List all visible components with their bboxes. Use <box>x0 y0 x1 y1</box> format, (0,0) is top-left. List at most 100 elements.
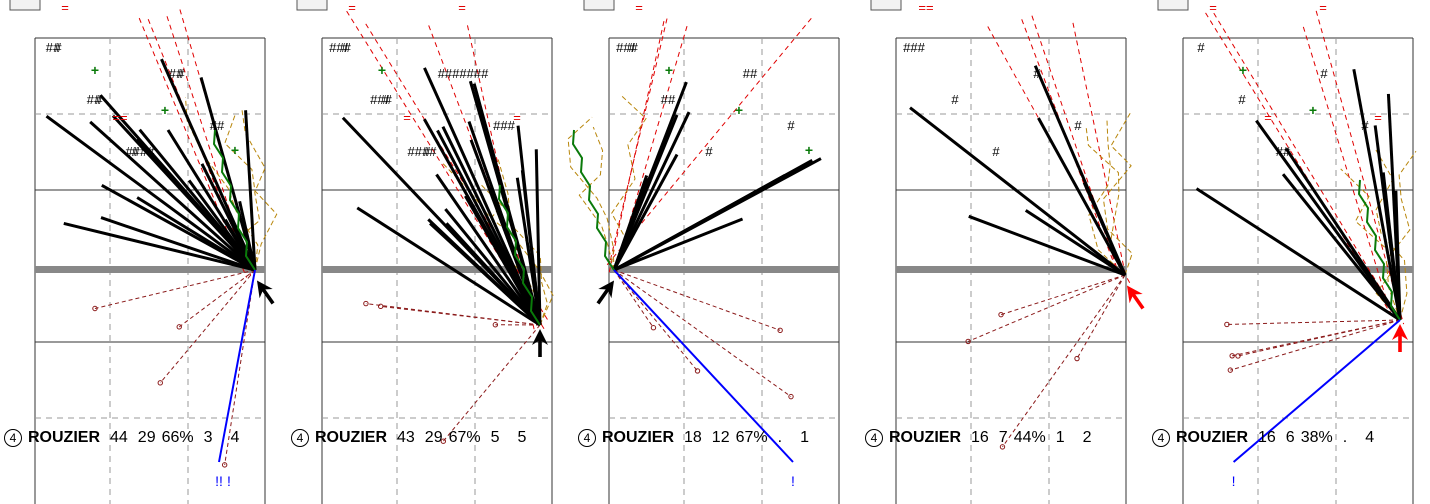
plus-label: + <box>1239 62 1247 78</box>
panel-tab <box>296 0 328 11</box>
player-stat-row: 4 ROUZIER 16 6 38%. 4 <box>1152 426 1384 450</box>
hash-label: #### <box>126 144 156 159</box>
hash-label: # <box>341 40 349 55</box>
rally-line-green <box>497 184 541 326</box>
shot-line <box>909 106 1126 277</box>
shot-line <box>1195 187 1401 322</box>
rally-line-red <box>1213 12 1401 321</box>
stat-value-2: 29 <box>424 429 443 446</box>
rally-endpoint <box>440 438 447 444</box>
stat-value-4: . <box>1342 429 1348 446</box>
plus-label: + <box>735 102 743 118</box>
hash-label: # <box>705 144 713 159</box>
rally-endpoint <box>1227 367 1234 373</box>
shot-line <box>238 200 257 271</box>
player-stat-row: 4 ROUZIER 16 7 44% 1 2 <box>865 426 1102 450</box>
rally-endpoint <box>1224 321 1230 328</box>
hash-label: #### <box>408 144 438 159</box>
stat-value-3: 44% <box>1013 429 1046 446</box>
hash-label: # <box>1361 118 1369 133</box>
rally-line-darkred <box>613 269 781 331</box>
rally-endpoint <box>1235 353 1241 359</box>
equal-label: = <box>635 0 643 15</box>
panel-5: ######++====! <box>1157 0 1417 504</box>
hash-label: # <box>951 92 959 107</box>
plus-label: + <box>161 102 169 118</box>
stat-value-1: 44 <box>110 429 128 446</box>
shot-line <box>63 221 256 272</box>
shot-line <box>612 175 649 271</box>
hash-label: # <box>131 144 139 159</box>
shot-line <box>111 114 257 272</box>
player-number-badge: 4 <box>1152 429 1170 447</box>
player-name: ROUZIER <box>1176 429 1248 446</box>
rally-endpoint <box>694 368 701 374</box>
rally-line-gold <box>1102 110 1133 276</box>
hash-label: # <box>423 144 431 159</box>
equal-label: = <box>513 110 521 125</box>
rally-line-darkred <box>1002 274 1126 448</box>
rally-line-darkred <box>613 269 792 398</box>
court-midline <box>896 266 1126 273</box>
rally-line-green <box>212 129 256 271</box>
blue-shot-line <box>613 269 794 463</box>
rally-line-darkred <box>365 303 541 326</box>
court-midline <box>322 266 552 273</box>
shot-line <box>166 129 257 271</box>
rally-endpoint <box>221 462 228 468</box>
equal-label: = <box>61 0 69 15</box>
player-name: ROUZIER <box>315 429 387 446</box>
court-midline <box>609 266 839 273</box>
hash-label: # <box>992 144 1000 159</box>
black-arrow-icon <box>596 280 615 305</box>
shot-line <box>199 77 257 271</box>
stat-value-3: 38% <box>1300 429 1333 446</box>
rally-endpoint <box>777 327 783 334</box>
rally-line-gold <box>185 97 259 271</box>
hash-label: ### <box>370 92 392 107</box>
rally-line-red <box>1315 10 1405 325</box>
rally-line-darkred <box>94 269 256 309</box>
stat-value-1: 18 <box>684 429 702 446</box>
plus-label: + <box>1309 102 1317 118</box>
player-number-badge: 4 <box>291 429 309 447</box>
shot-line <box>100 216 256 272</box>
shot-line <box>423 67 542 326</box>
rally-line-darkred <box>967 274 1126 342</box>
plus-label: + <box>665 62 673 78</box>
hash-label: # <box>1074 118 1082 133</box>
bang-label: ! <box>791 473 795 489</box>
rally-line-gold <box>578 126 615 271</box>
bang-label: !! <box>215 473 223 489</box>
blue-shot-line <box>1232 319 1401 463</box>
rally-endpoint <box>999 444 1006 450</box>
shot-line <box>613 217 744 272</box>
stat-value-2: 12 <box>711 429 730 446</box>
hash-label: ### <box>616 40 638 55</box>
shot-line <box>515 177 542 326</box>
rally-endpoint <box>998 311 1004 318</box>
red-arrow-icon <box>1126 285 1145 310</box>
rally-endpoint <box>492 322 499 328</box>
stat-value-4: 5 <box>490 429 500 446</box>
stat-value-3: 67% <box>735 429 768 446</box>
panel-tab <box>1157 0 1189 11</box>
player-number-badge: 4 <box>865 429 883 447</box>
stat-value-5: 4 <box>230 429 240 446</box>
stat-value-2: 6 <box>1285 429 1295 446</box>
rally-endpoint <box>965 338 971 345</box>
rally-line-red <box>608 21 665 275</box>
hash-label: # <box>177 66 185 81</box>
rally-line-gold <box>224 113 278 271</box>
rally-endpoint <box>157 380 163 386</box>
shot-line <box>89 120 257 272</box>
hash-label: # <box>382 92 390 107</box>
rally-line-darkred <box>613 269 698 372</box>
rally-line-green <box>1357 179 1401 321</box>
bang-label: ! <box>1232 473 1236 489</box>
shot-line <box>341 116 542 327</box>
rally-line-gold <box>567 116 615 271</box>
rally-line-darkred <box>1000 274 1126 316</box>
bang-label: ! <box>227 473 231 489</box>
hash-label: ## <box>743 66 758 81</box>
